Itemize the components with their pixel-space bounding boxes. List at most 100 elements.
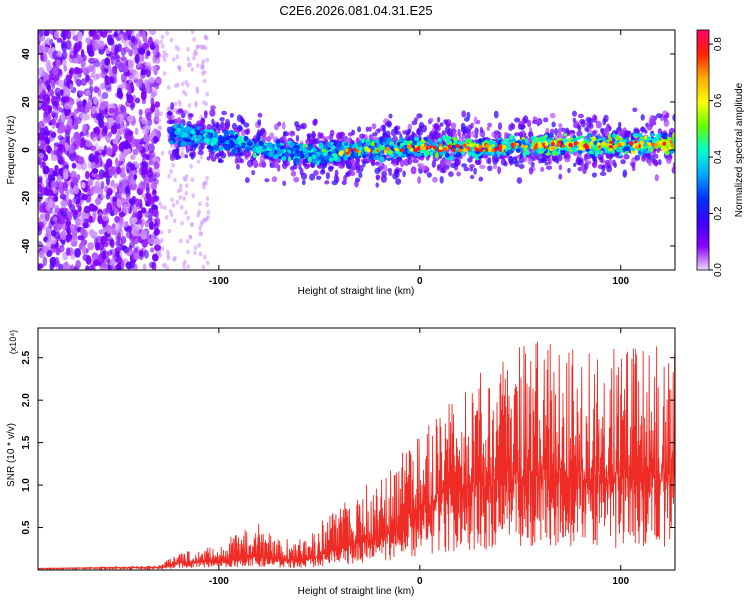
heatmap-cell [184,154,189,159]
spectrogram-y-tick-label: -20 [21,190,32,205]
snr-x-tick-label: 100 [612,576,629,587]
heatmap-cell [38,33,42,43]
heatmap-cell [149,77,155,84]
heatmap-cell [211,118,215,125]
heatmap-cell [126,94,134,103]
heatmap-cell [451,148,456,152]
heatmap-cell [175,117,182,124]
heatmap-cell [422,166,428,171]
heatmap-cell [400,142,405,147]
heatmap-cell [262,135,266,140]
heatmap-cell [358,141,363,146]
heatmap-cell [203,180,207,186]
heatmap-cell [572,110,577,117]
heatmap-cell [179,205,184,210]
heatmap-cell [395,178,402,185]
heatmap-cell [167,110,173,116]
heatmap-cell [105,47,111,55]
heatmap-cell [584,145,590,150]
heatmap-cell [548,133,553,137]
heatmap-cell [607,134,611,139]
heatmap-cell [186,82,190,88]
heatmap-cell [197,242,201,248]
heatmap-cell [469,164,475,169]
heatmap-cell [88,228,95,237]
heatmap-cell [665,156,672,164]
heatmap-cell [89,145,97,151]
heatmap-cell [518,121,524,129]
heatmap-cell [426,172,432,178]
heatmap-cell [148,220,154,230]
heatmap-cell [486,152,493,156]
heatmap-cell [458,132,462,139]
heatmap-cell [635,142,639,146]
colorbar: 0.00.20.40.60.8 Normalized spectral ampl… [696,29,745,277]
heatmap-cell [164,214,169,220]
heatmap-cell [293,157,300,163]
heatmap-cell [652,148,656,157]
heatmap-cell [40,52,44,62]
heatmap-cell [169,153,176,161]
heatmap-cell [107,117,114,125]
heatmap-cell [605,153,611,159]
heatmap-cell [106,148,113,157]
heatmap-cell [664,150,670,156]
heatmap-cell [149,30,157,36]
heatmap-cell [626,131,631,139]
heatmap-cell [553,155,558,163]
heatmap-cell [266,136,272,143]
heatmap-cell [159,39,164,45]
heatmap-cell [355,149,359,153]
heatmap-cell [171,202,176,208]
heatmap-cell [170,197,174,203]
heatmap-cell [537,141,542,145]
spectrogram-y-label: Frequency (Hz) [6,116,17,185]
heatmap-cell [196,129,201,136]
heatmap-cell [458,148,463,153]
heatmap-cell [429,145,433,149]
heatmap-cell [479,126,484,133]
colorbar-label: Normalized spectral amplitude [734,82,745,217]
heatmap-cell [203,110,208,116]
heatmap-cell [172,257,176,262]
heatmap-cell [196,212,201,218]
spectrogram-x-ticks: -100 0 100 [209,30,630,287]
heatmap-cell [206,209,211,215]
heatmap-cell [134,238,138,245]
heatmap-cell [38,250,45,259]
heatmap-cell [114,264,122,270]
heatmap-cell [198,201,202,207]
heatmap-cell [199,154,204,160]
heatmap-cell [294,121,300,127]
heatmap-cell [145,42,150,53]
heatmap-cell [595,120,602,129]
heatmap-cell [487,157,492,165]
heatmap-cell [640,114,645,121]
heatmap-cell [533,151,537,155]
heatmap-cell [110,206,115,217]
heatmap-cell [289,165,295,171]
heatmap-cell [179,183,183,189]
heatmap-cell [155,76,162,86]
heatmap-cell [157,158,161,164]
heatmap-cell [135,79,143,88]
heatmap-cell [83,205,91,214]
heatmap-cell [588,145,592,149]
heatmap-cell [93,60,101,68]
heatmap-cell [145,183,150,192]
heatmap-cell [407,144,412,150]
heatmap-cell [648,118,655,126]
heatmap-cell [182,132,189,138]
heatmap-cell [643,145,648,150]
heatmap-cell [306,133,313,138]
heatmap-cell [101,101,108,107]
heatmap-cell [66,30,72,40]
snr-series-line [38,341,675,570]
heatmap-cell [150,65,157,71]
heatmap-cell [561,144,565,148]
heatmap-cell [41,245,49,254]
heatmap-cell [512,145,515,149]
heatmap-cell [432,142,438,146]
heatmap-cell [226,135,231,142]
heatmap-cell [411,120,418,126]
